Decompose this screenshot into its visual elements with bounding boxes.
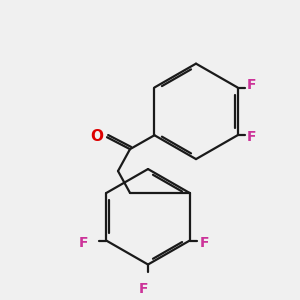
Text: F: F (247, 77, 256, 92)
Text: F: F (79, 236, 88, 250)
Text: F: F (138, 282, 148, 296)
Text: O: O (91, 129, 103, 144)
Text: F: F (247, 130, 256, 144)
Text: F: F (200, 236, 209, 250)
